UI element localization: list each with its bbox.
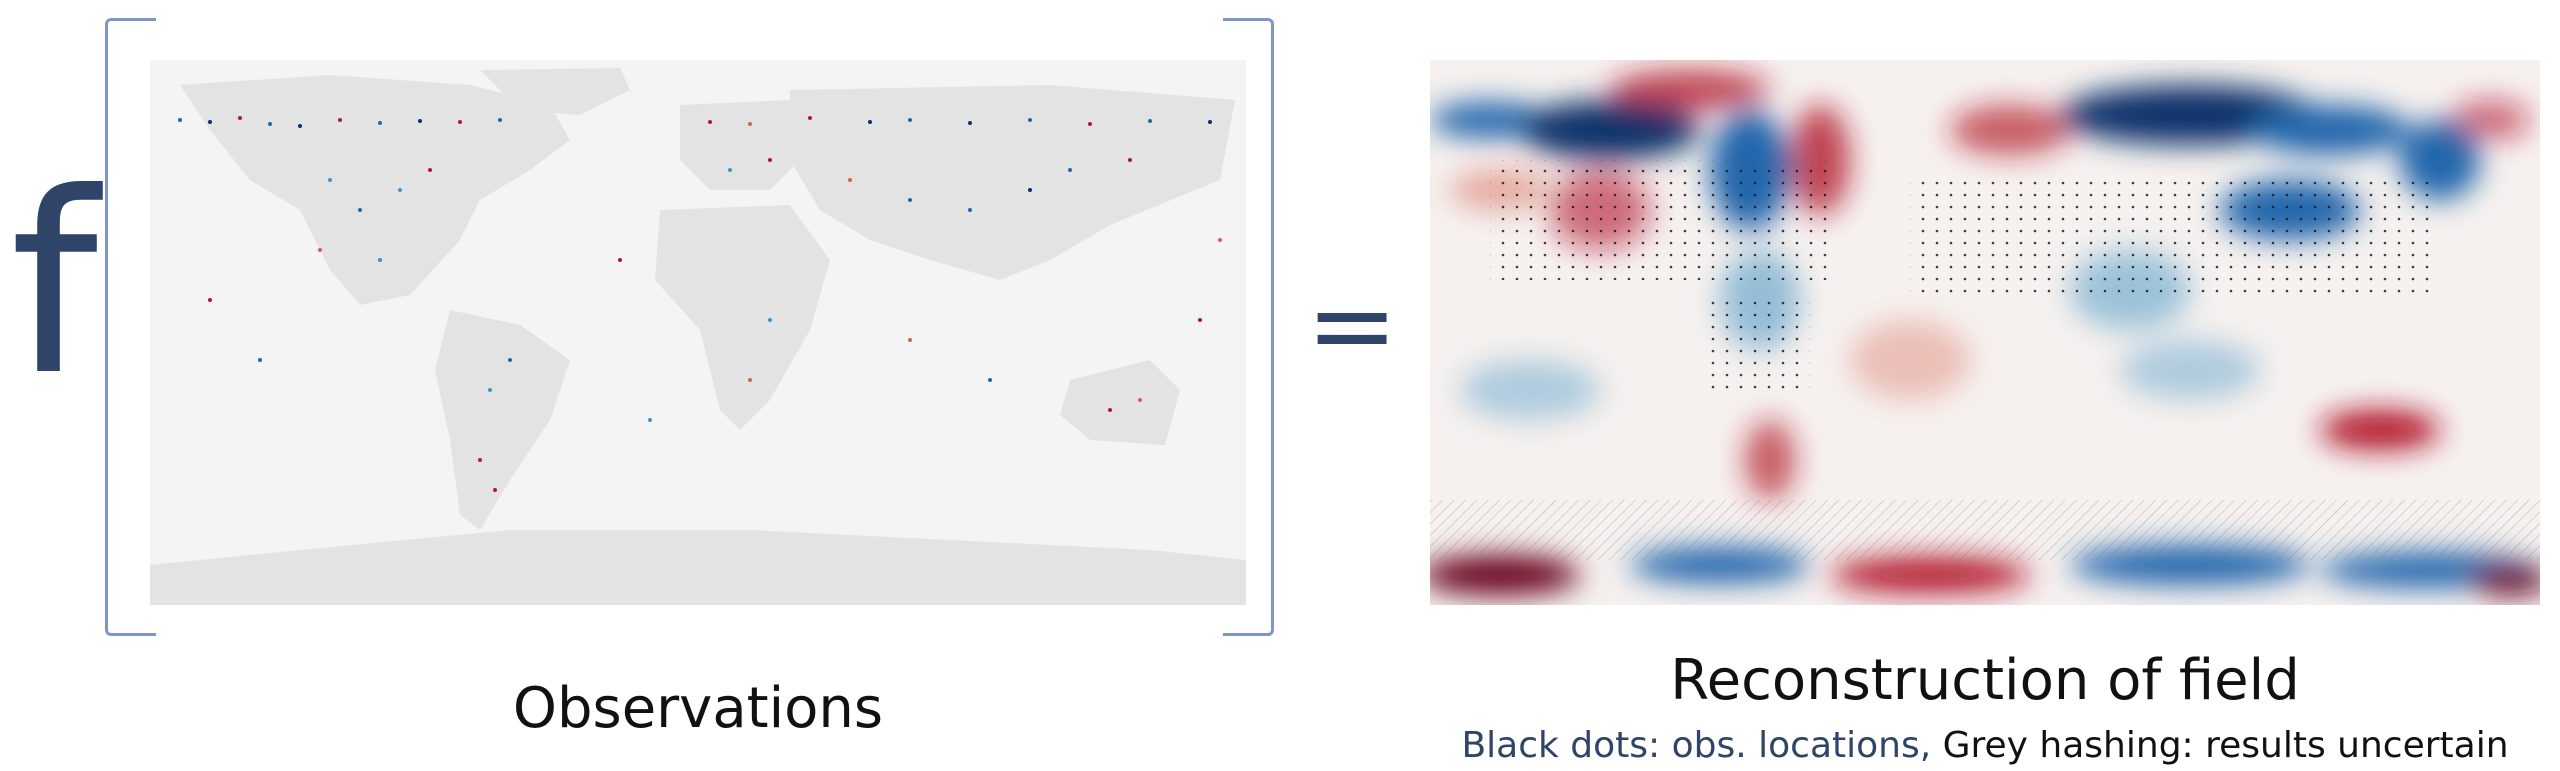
observation-dots <box>178 116 1222 492</box>
australia-land <box>1060 360 1180 445</box>
function-symbol: f <box>10 139 99 430</box>
observation-location-dots <box>1490 160 2430 390</box>
right-bracket <box>1223 18 1274 636</box>
reconstruction-caption: Reconstruction of field <box>1670 648 2300 713</box>
map-legend: Black dots: obs. locations, Grey hashing… <box>1430 725 2540 766</box>
observations-caption: Observations <box>512 676 884 741</box>
observations-map <box>150 60 1246 605</box>
legend-observation-dots: Black dots: obs. locations, <box>1461 725 1932 766</box>
reconstruction-map <box>1430 60 2540 605</box>
antarctica-land <box>150 530 1246 605</box>
north-america-land <box>180 75 570 305</box>
uncertainty-hatching <box>1430 500 2540 560</box>
equals-sign: = <box>1306 261 1399 389</box>
greenland-land <box>480 68 630 115</box>
legend-uncertainty-hashing: Grey hashing: results uncertain <box>1942 725 2509 766</box>
asia-land <box>790 85 1235 280</box>
europe-land <box>680 100 810 190</box>
africa-land <box>655 205 830 430</box>
left-bracket <box>105 18 156 636</box>
south-america-land <box>435 310 570 530</box>
